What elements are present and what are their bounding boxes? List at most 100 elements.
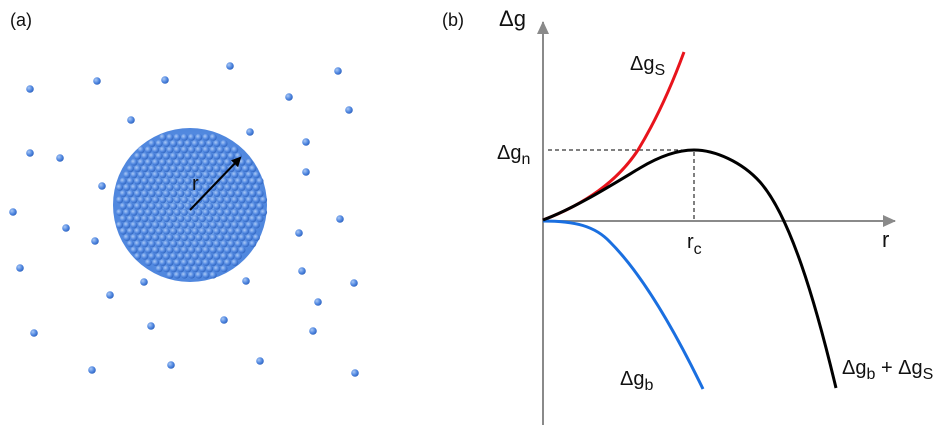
cluster-atom bbox=[134, 252, 142, 260]
cluster-atom bbox=[152, 246, 160, 254]
cluster-atom bbox=[130, 183, 138, 191]
cluster-atom bbox=[155, 240, 163, 248]
cluster-atom bbox=[180, 196, 188, 204]
cluster-atom bbox=[216, 208, 224, 216]
cluster-atom bbox=[216, 158, 224, 166]
cluster-atom bbox=[134, 152, 142, 160]
cluster-atom bbox=[242, 165, 250, 173]
cluster-atom bbox=[180, 246, 188, 254]
cluster-atom bbox=[195, 208, 203, 216]
cluster-atom bbox=[159, 133, 167, 141]
free-atom bbox=[246, 128, 254, 136]
cluster-atom bbox=[252, 196, 260, 204]
cluster-atom bbox=[170, 202, 178, 210]
cluster-atom bbox=[126, 215, 134, 223]
cluster-atom bbox=[209, 234, 217, 241]
free-atom bbox=[336, 215, 344, 223]
cluster-atom bbox=[148, 140, 156, 147]
cluster-atom bbox=[191, 227, 199, 235]
cluster-atom bbox=[184, 152, 192, 160]
cluster-atom bbox=[166, 196, 174, 204]
cluster-atom bbox=[216, 146, 224, 154]
cluster-atom bbox=[116, 183, 124, 191]
cluster-atom bbox=[209, 259, 217, 266]
cluster-atom bbox=[206, 215, 214, 223]
cluster-atom bbox=[166, 271, 174, 279]
cluster-atom bbox=[195, 183, 203, 191]
cluster-atom bbox=[198, 165, 206, 173]
cluster-atom bbox=[119, 215, 127, 223]
cluster-atom bbox=[252, 183, 260, 191]
cluster-atom bbox=[209, 208, 217, 216]
cluster-atom bbox=[159, 259, 167, 266]
cluster-atom bbox=[130, 234, 138, 241]
cluster-atom bbox=[177, 240, 185, 248]
cluster-atom bbox=[202, 158, 210, 166]
cluster-atom bbox=[137, 196, 145, 204]
cluster-atom bbox=[119, 177, 127, 185]
cluster-atom bbox=[220, 202, 228, 210]
cluster-atom bbox=[184, 140, 192, 147]
cluster-atom bbox=[198, 215, 206, 223]
cluster-atom bbox=[209, 246, 217, 254]
cluster-atom bbox=[216, 246, 224, 254]
free-atom bbox=[91, 237, 99, 245]
cluster-atom bbox=[184, 227, 192, 235]
cluster-atom bbox=[220, 152, 228, 160]
cluster-atom bbox=[220, 165, 228, 173]
cluster-atom bbox=[188, 171, 196, 179]
cluster-atom bbox=[180, 259, 188, 266]
cluster-atom bbox=[155, 227, 163, 235]
cluster-atom bbox=[224, 158, 232, 166]
cluster-atom bbox=[123, 196, 131, 204]
cluster-atom bbox=[224, 246, 232, 254]
free-atom bbox=[302, 168, 310, 176]
cluster-atom bbox=[234, 202, 242, 210]
cluster-atom bbox=[173, 133, 181, 141]
peak-label: Δgn bbox=[497, 142, 530, 168]
cluster-atom bbox=[195, 158, 203, 166]
cluster-atom bbox=[245, 196, 253, 204]
cluster-atom bbox=[173, 158, 181, 166]
cluster-atom bbox=[148, 252, 156, 260]
cluster-atom bbox=[191, 165, 199, 173]
cluster-atom bbox=[227, 252, 235, 260]
cluster-atom bbox=[137, 171, 145, 179]
cluster-atom bbox=[213, 190, 221, 198]
bulk-energy-curve bbox=[542, 219, 705, 390]
cluster-atom bbox=[191, 265, 199, 273]
cluster-atom bbox=[141, 152, 149, 160]
cluster-atom bbox=[191, 177, 199, 185]
x-axis-symbol: r bbox=[882, 227, 889, 252]
cluster-atom bbox=[206, 240, 214, 248]
cluster-atom bbox=[245, 234, 253, 241]
cluster-atom bbox=[224, 234, 232, 241]
cluster-atom bbox=[166, 246, 174, 254]
cluster-atom bbox=[220, 140, 228, 147]
cluster-atom bbox=[184, 252, 192, 260]
cluster-atom bbox=[152, 183, 160, 191]
cluster-atom bbox=[195, 133, 203, 141]
cluster-atom bbox=[202, 271, 210, 279]
cluster-atom bbox=[249, 190, 257, 198]
cluster-atom bbox=[242, 190, 250, 198]
cluster-atom bbox=[227, 190, 235, 198]
cluster-atom bbox=[126, 177, 134, 185]
cluster-atom bbox=[130, 221, 138, 229]
cluster-atom bbox=[238, 171, 246, 179]
cluster-atom bbox=[260, 196, 268, 204]
cluster-atom bbox=[170, 140, 178, 147]
cluster-atom bbox=[220, 240, 228, 248]
cluster-atom bbox=[195, 246, 203, 254]
cluster-atom bbox=[188, 246, 196, 254]
cluster-atom bbox=[227, 227, 235, 235]
cluster-atom bbox=[152, 234, 160, 241]
free-atom bbox=[161, 76, 169, 84]
cluster-atom bbox=[216, 183, 224, 191]
free-atom bbox=[351, 369, 359, 377]
cluster-atom bbox=[195, 146, 203, 154]
cluster-atom bbox=[134, 240, 142, 248]
cluster-atom bbox=[116, 208, 124, 216]
free-atom bbox=[285, 93, 293, 101]
cluster-atom bbox=[134, 177, 142, 185]
